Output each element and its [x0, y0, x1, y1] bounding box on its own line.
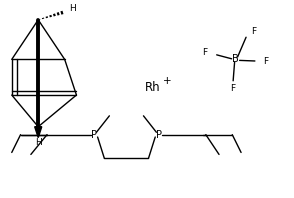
Text: H: H: [69, 4, 75, 13]
Text: P: P: [156, 130, 162, 140]
Text: F: F: [230, 84, 235, 93]
Text: F: F: [202, 48, 208, 57]
Text: P: P: [91, 130, 97, 140]
Text: F: F: [251, 27, 256, 36]
Text: Rh: Rh: [145, 81, 161, 94]
Text: H: H: [35, 138, 41, 147]
Polygon shape: [35, 127, 42, 138]
Text: +: +: [163, 76, 171, 86]
Text: B: B: [232, 54, 238, 64]
Text: F: F: [263, 57, 268, 66]
